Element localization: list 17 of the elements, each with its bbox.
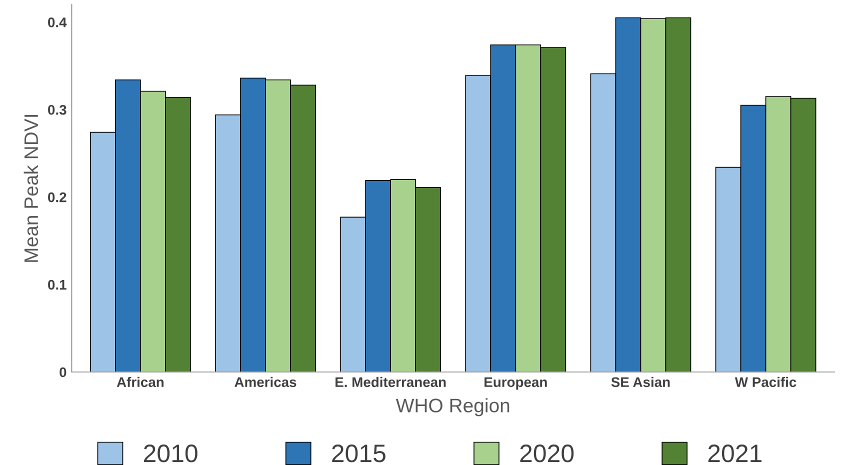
y-tick-label: 0 — [60, 367, 66, 378]
legend-label: 2010 — [144, 444, 198, 462]
y-tick-label: 0.4 — [48, 17, 67, 28]
y-tick-label: 0.3 — [48, 104, 66, 115]
legend-label: 2020 — [520, 444, 574, 462]
x-tick-label: African — [116, 376, 164, 388]
x-axis-title: WHO Region — [396, 398, 510, 416]
x-tick-label: European — [484, 377, 547, 390]
legend-label: 2015 — [332, 444, 386, 462]
x-tick-label: SE Asian — [611, 376, 670, 388]
x-tick-label: E. Mediterranean — [336, 376, 446, 388]
x-tick-label: Americas — [234, 376, 296, 388]
y-tick-label: 0.2 — [48, 192, 66, 202]
legend-label: 2021 — [708, 444, 762, 462]
y-tick-label: 0.1 — [48, 280, 66, 290]
y-axis-title: Mean Peak NDVI — [24, 115, 38, 262]
x-tick-label: W Pacific — [734, 376, 796, 388]
